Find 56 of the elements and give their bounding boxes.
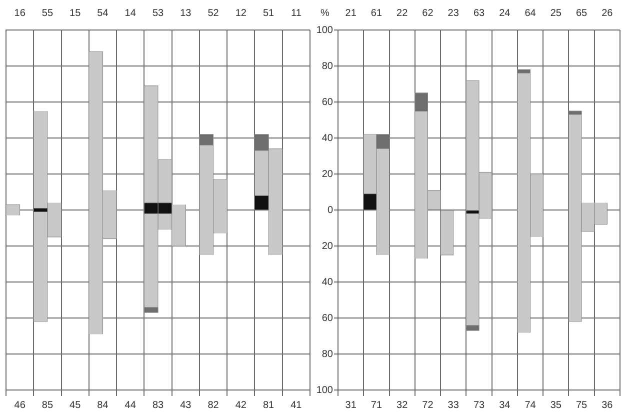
x-tick-label: 71: [370, 400, 382, 411]
text: 61: [370, 8, 382, 19]
y-tick-label: 40: [322, 132, 334, 144]
x-tick-label: 75: [576, 400, 588, 411]
text: 52: [208, 8, 220, 19]
text: 25: [550, 8, 562, 19]
x-tick-label: 34: [499, 400, 511, 411]
x-tick-label: 45: [70, 400, 82, 411]
y-axis-title: %: [320, 8, 330, 19]
x-tick-label: 82: [208, 400, 220, 411]
text: 65: [576, 8, 588, 19]
text: 15: [70, 8, 82, 19]
x-tick-label: 35: [550, 400, 562, 411]
y-tick-label: 80: [322, 348, 334, 360]
y-tick-label: 60: [322, 312, 334, 324]
text: 26: [602, 8, 614, 19]
x-tick-label: 33: [448, 400, 460, 411]
text: 11: [290, 8, 302, 19]
text: 63: [473, 8, 485, 19]
x-tick-label: 43: [180, 400, 192, 411]
y-tick-label: 100: [316, 24, 334, 36]
x-tick-label: 41: [290, 400, 302, 411]
y-tick-label: 20: [322, 168, 334, 180]
y-tick-label: 80: [322, 60, 334, 72]
x-tick-label: 42: [235, 400, 247, 411]
text: 64: [524, 8, 536, 19]
x-tick-label: 46: [14, 400, 26, 411]
text: 54: [97, 8, 109, 19]
x-tick-label: 72: [422, 400, 434, 411]
x-tick-label: 36: [602, 400, 614, 411]
y-tick-label: 20: [322, 240, 334, 252]
text: 62: [422, 8, 434, 19]
text: 13: [180, 8, 192, 19]
text: 22: [396, 8, 408, 19]
x-tick-label: 84: [97, 400, 109, 411]
text: 12: [235, 8, 247, 19]
x-tick-label: 85: [42, 400, 54, 411]
text: 16: [14, 8, 26, 19]
y-tick-label: 40: [322, 276, 334, 288]
text: 55: [42, 8, 54, 19]
text: 51: [262, 8, 275, 19]
y-tick-label: 100: [316, 384, 334, 396]
x-tick-label: 73: [473, 400, 485, 411]
text: 23: [448, 8, 460, 19]
text: 14: [124, 8, 136, 19]
x-tick-label: 74: [524, 400, 536, 411]
text: 24: [499, 8, 511, 19]
text: 53: [152, 8, 164, 19]
x-tick-label: 83: [152, 400, 164, 411]
x-tick-label: 81: [262, 400, 275, 411]
x-tick-label: 32: [396, 400, 408, 411]
y-tick-label: 0: [327, 204, 334, 216]
text: 21: [345, 8, 357, 19]
x-tick-label: 31: [345, 400, 357, 411]
x-tick-label: 44: [124, 400, 136, 411]
y-tick-label: 60: [322, 96, 334, 108]
